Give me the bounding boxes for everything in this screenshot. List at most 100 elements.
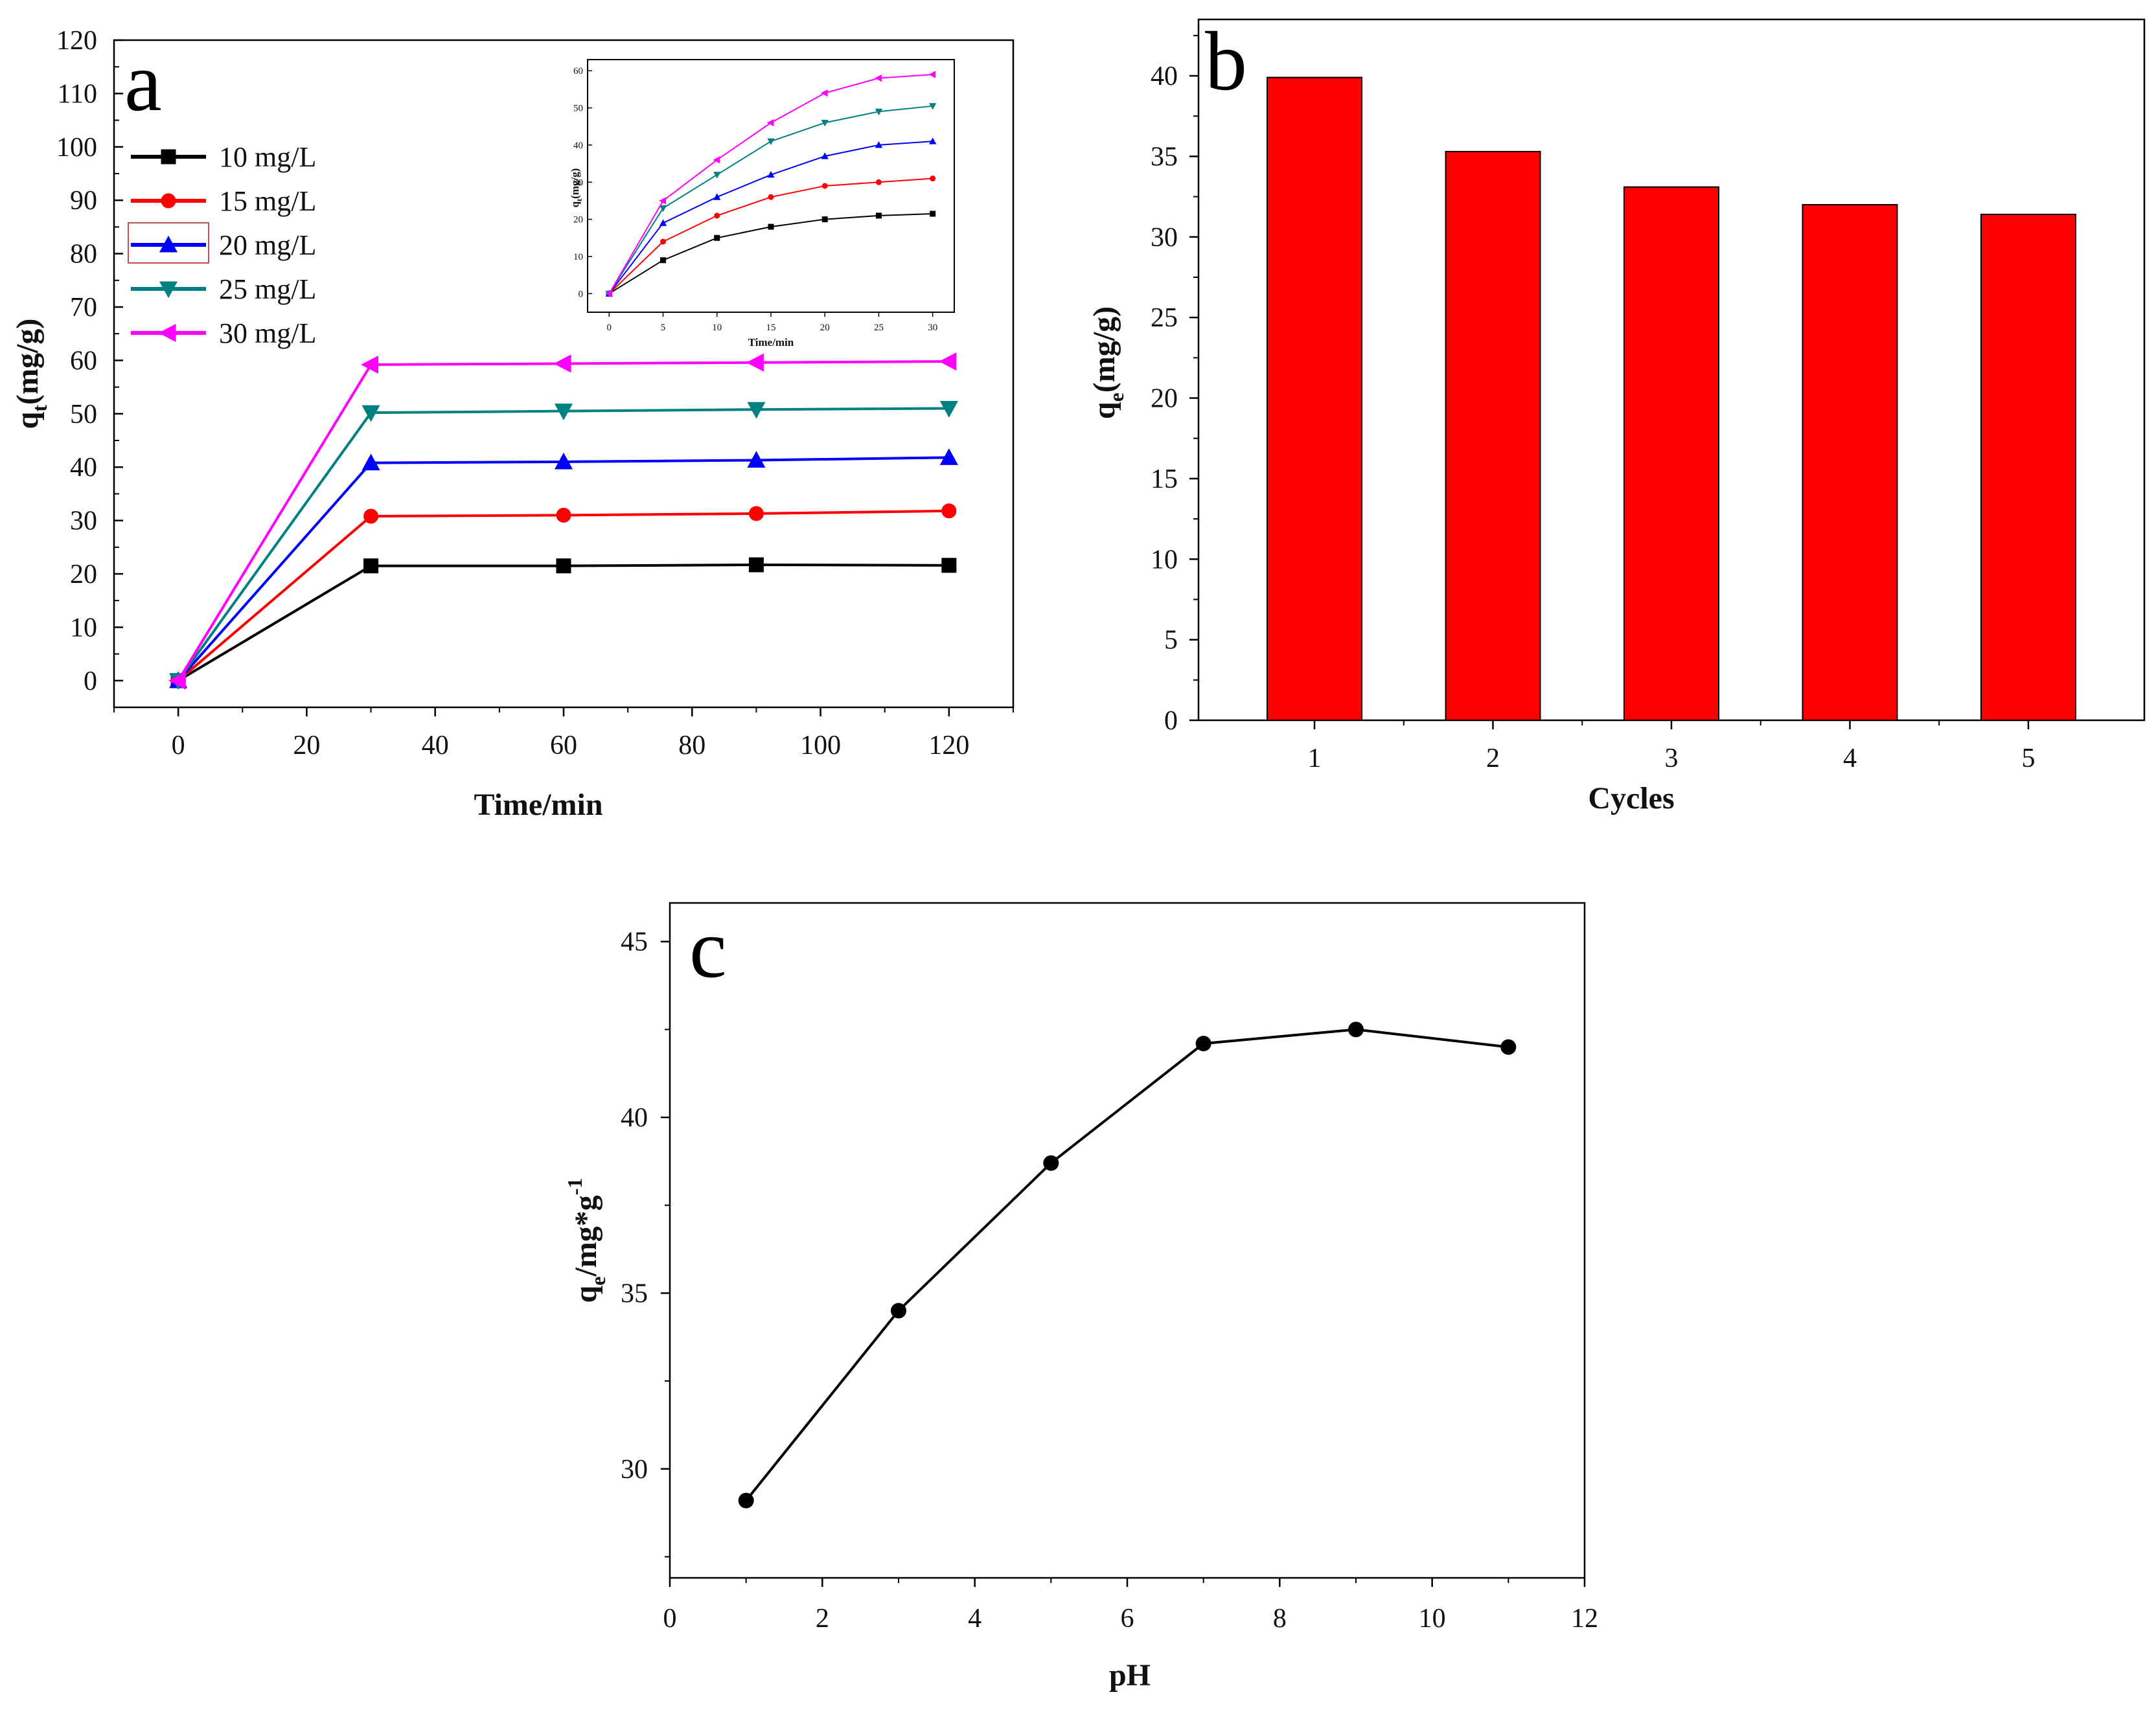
b-bar: [1802, 204, 1898, 722]
legend-marker: [158, 323, 176, 343]
a-series-3: [169, 401, 958, 690]
b-ytick-label: 30: [1151, 223, 1178, 253]
inset-ytick-label: 10: [573, 252, 583, 262]
c-data-point: [1043, 1155, 1059, 1171]
a-data-point: [556, 507, 571, 523]
a-data-point: [748, 506, 764, 521]
legend-item: 30 mg/L: [131, 317, 316, 349]
panel-b-bars: [1267, 76, 2076, 722]
a-data-point: [554, 404, 573, 420]
b-xtick-label: 5: [2021, 744, 2035, 773]
panel-b-ylabel: qe(mg/g): [1087, 306, 1128, 419]
a-data-point: [746, 353, 764, 372]
legend-item: 10 mg/L: [131, 141, 316, 173]
a-xtick-label: 20: [293, 731, 320, 760]
inset-data-point: [766, 119, 774, 127]
panel-b-label: b: [1205, 15, 1247, 108]
a-xtick-label: 0: [172, 731, 185, 760]
panel-c-label: c: [689, 902, 727, 996]
inset-xtick-label: 30: [928, 323, 937, 333]
a-data-point: [941, 558, 957, 573]
a-series-1: [170, 503, 957, 689]
a-series-4: [168, 352, 957, 690]
a-data-point: [554, 452, 573, 470]
a-xtick-label: 40: [422, 731, 449, 760]
inset-data-point: [929, 137, 937, 144]
inset-data-point: [713, 172, 721, 179]
legend-item: 15 mg/L: [131, 185, 316, 217]
inset-data-point: [820, 89, 828, 97]
b-bar: [1267, 76, 1363, 722]
a-series-line: [177, 509, 949, 682]
b-xtick-label: 4: [1843, 744, 1857, 773]
panel-c-xlabel: pH: [1109, 1658, 1151, 1693]
b-xtick-label: 2: [1486, 744, 1500, 773]
inset-data-point: [929, 103, 937, 110]
c-xtick-label: 4: [968, 1604, 981, 1634]
legend-label: 15 mg/L: [219, 185, 316, 217]
panel-a-legend: 10 mg/L 15 mg/L 20 mg/L 25 mg/L 30 mg/L: [128, 141, 316, 349]
a-ytick-label: 90: [70, 186, 97, 216]
b-ytick-label: 0: [1164, 706, 1178, 736]
c-data-point: [891, 1303, 906, 1319]
inset-xtick-label: 10: [712, 323, 722, 333]
c-ytick-label: 30: [621, 1455, 648, 1485]
c-data-point: [1195, 1036, 1211, 1052]
c-xtick-label: 6: [1121, 1604, 1134, 1634]
a-xtick-label: 80: [678, 731, 705, 760]
legend-label: 30 mg/L: [219, 317, 316, 349]
c-ytick-label: 40: [621, 1103, 648, 1133]
panel-a-inset: 0 10 20 30 40 50 60 0 5 10 15 20 25 30 Time/min qt(mg…: [569, 59, 955, 348]
a-ytick-label: 30: [70, 507, 97, 536]
a-ytick-label: 20: [70, 560, 97, 589]
c-data-point: [738, 1492, 754, 1509]
inset-data-point: [768, 194, 774, 200]
a-ytick-label: 50: [70, 400, 97, 429]
inset-data-point: [767, 170, 775, 178]
inset-ytick-label: 20: [573, 215, 583, 225]
c-xtick-label: 2: [816, 1604, 829, 1634]
b-bar: [1623, 186, 1719, 721]
inset-data-point: [875, 141, 883, 148]
inset-data-point: [659, 205, 667, 212]
legend-label: 10 mg/L: [219, 141, 316, 173]
inset-series-1: [606, 176, 936, 297]
a-data-point: [939, 401, 958, 418]
inset-data-point: [714, 212, 720, 219]
inset-data-point: [875, 108, 883, 116]
b-bar: [1980, 213, 2076, 722]
c-xtick-label: 8: [1273, 1604, 1287, 1634]
c-ytick-label: 45: [621, 928, 648, 957]
a-data-point: [168, 671, 186, 690]
panel-c-frame: [669, 902, 1586, 1579]
a-ytick-label: 100: [56, 133, 97, 163]
legend-marker: [159, 235, 178, 253]
a-data-point: [939, 352, 957, 371]
panel-b-xlabel: Cycles: [1588, 781, 1674, 815]
inset-xtick-label: 25: [874, 323, 884, 333]
panel-a-xlabel: Time/min: [474, 788, 602, 822]
inset-data-point: [875, 179, 882, 185]
a-data-point: [361, 405, 380, 422]
inset-data-point: [713, 156, 720, 164]
c-xtick-label: 0: [663, 1604, 677, 1634]
legend-highlight-box: [128, 222, 209, 264]
inset-ylabel: qt(mg/g): [569, 168, 584, 208]
inset-data-point: [875, 74, 882, 82]
a-ytick-label: 110: [58, 79, 97, 109]
legend-label: 25 mg/L: [219, 273, 316, 305]
a-data-point: [748, 557, 764, 573]
inset-series-4: [605, 71, 936, 297]
inset-data-point: [659, 197, 667, 205]
a-data-point: [363, 558, 379, 574]
a-series-line: [177, 407, 949, 681]
a-data-point: [939, 448, 958, 465]
inset-data-point: [821, 216, 828, 223]
inset-ytick-label: 60: [573, 66, 583, 76]
inset-frame: [587, 59, 955, 313]
b-bar: [1445, 150, 1541, 722]
c-data-point: [1348, 1021, 1364, 1038]
panel-a-ylabel: qt(mg/g): [10, 319, 51, 429]
inset-data-point: [659, 219, 667, 226]
